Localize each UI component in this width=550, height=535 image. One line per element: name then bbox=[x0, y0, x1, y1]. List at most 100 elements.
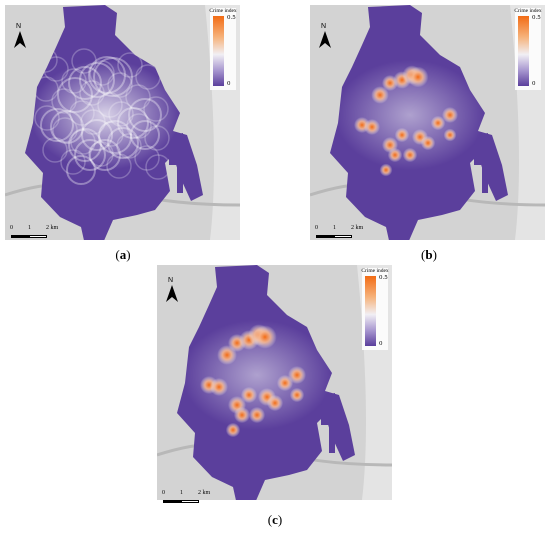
hotspot bbox=[394, 127, 410, 143]
legend-min-c: 0 bbox=[379, 341, 383, 347]
caption-a: (a) bbox=[115, 247, 131, 262]
scale-tick-0: 0 bbox=[315, 225, 318, 231]
hotspot bbox=[266, 394, 284, 412]
hotspot-ring bbox=[107, 127, 139, 159]
hotspot-ring bbox=[74, 139, 106, 171]
hotspot-ring bbox=[117, 107, 149, 139]
hotspot-ring bbox=[98, 121, 124, 147]
map-canvas-c bbox=[157, 265, 392, 500]
density-glow bbox=[182, 320, 332, 430]
hotspot-ring bbox=[61, 68, 87, 94]
hotspot bbox=[371, 86, 389, 104]
hotspot-ring bbox=[128, 98, 162, 132]
hotspot-ring bbox=[68, 66, 102, 100]
density-glow bbox=[335, 60, 485, 170]
hotspot bbox=[225, 422, 241, 438]
port-area bbox=[169, 133, 191, 193]
hotspot-ring bbox=[89, 60, 115, 86]
scale-tick-1: 1 bbox=[28, 225, 31, 231]
hotspot bbox=[442, 107, 458, 123]
scale-segment-dark bbox=[316, 235, 334, 238]
hotspot-ring bbox=[106, 153, 132, 179]
legend-c: Crime index 0.5 0 bbox=[361, 268, 389, 350]
legend-title-c: Crime index bbox=[361, 268, 389, 274]
hotspot-ring bbox=[42, 137, 68, 163]
caption-letter-a: a bbox=[119, 247, 127, 262]
hotspot bbox=[407, 66, 429, 88]
port-area bbox=[474, 133, 496, 193]
legend-colorbar-b bbox=[518, 16, 529, 86]
hotspot-ring bbox=[117, 52, 143, 78]
hotspot-ring bbox=[51, 88, 77, 114]
hotspot-ring bbox=[89, 139, 121, 171]
density-glow bbox=[30, 60, 180, 170]
scale-bar-c: 0 1 2 km bbox=[162, 490, 222, 510]
hotspot-ring bbox=[80, 109, 106, 135]
hotspot-ring bbox=[116, 133, 142, 159]
scale-segment-light bbox=[29, 235, 47, 238]
scale-tick-0: 0 bbox=[10, 225, 13, 231]
legend-colorbar-c bbox=[365, 276, 376, 346]
north-label-b: N bbox=[321, 23, 327, 30]
hotspot-ring bbox=[88, 141, 114, 167]
hotspot bbox=[233, 406, 251, 424]
hotspot-ring bbox=[40, 108, 74, 142]
caption-b: (b) bbox=[421, 247, 437, 262]
north-arrow-icon bbox=[14, 31, 26, 48]
scale-tick-0: 0 bbox=[162, 490, 165, 496]
scale-segment-dark bbox=[163, 500, 181, 503]
north-label-c: N bbox=[168, 277, 174, 284]
north-arrow-b: N bbox=[318, 23, 332, 48]
hotspot-ring bbox=[66, 155, 96, 185]
hotspot-ring bbox=[68, 128, 102, 162]
scale-tick-2: 2 km bbox=[198, 490, 211, 496]
legend-a: Crime index 0.5 0 bbox=[209, 8, 237, 90]
hotspot-ring bbox=[98, 120, 132, 154]
scale-segment-light bbox=[181, 500, 199, 503]
caption-c: (c) bbox=[267, 512, 283, 527]
hotspot-ring bbox=[57, 77, 93, 113]
scale-segment-light bbox=[334, 235, 352, 238]
hotspot-ring bbox=[79, 62, 115, 98]
map-canvas-a bbox=[5, 5, 240, 240]
scale-bar-b: 0 1 2 km bbox=[315, 225, 375, 245]
hotspot-ring bbox=[88, 56, 126, 94]
hotspot bbox=[364, 119, 380, 135]
hotspot-ring bbox=[134, 145, 160, 171]
hotspot-ring bbox=[60, 149, 86, 175]
scale-bar-a: 0 1 2 km bbox=[10, 225, 70, 245]
north-arrow-c: N bbox=[165, 277, 179, 302]
hotspot-ring bbox=[69, 100, 95, 126]
hotspot-ring bbox=[93, 57, 133, 97]
hotspot-ring bbox=[71, 48, 97, 74]
legend-title-a: Crime index bbox=[209, 8, 237, 14]
hotspot-ring bbox=[108, 101, 134, 127]
hotspot bbox=[402, 147, 418, 163]
north-arrow-icon bbox=[166, 285, 178, 302]
map-panel-b: N Crime index 0.5 0 0 1 2 km bbox=[310, 5, 545, 240]
caption-letter-b: b bbox=[425, 247, 433, 262]
legend-max-a: 0.5 bbox=[227, 15, 236, 21]
hotspot bbox=[420, 135, 436, 151]
legend-min-a: 0 bbox=[227, 81, 231, 87]
hotspot bbox=[240, 386, 258, 404]
scale-segment-dark bbox=[11, 235, 29, 238]
hotspot bbox=[387, 147, 403, 163]
hotspot bbox=[379, 163, 393, 177]
scale-tick-1: 1 bbox=[180, 490, 183, 496]
hotspot-ring bbox=[144, 125, 170, 151]
map-canvas-b bbox=[310, 5, 545, 240]
hotspot-ring bbox=[52, 117, 78, 143]
legend-b: Crime index 0.5 0 bbox=[514, 8, 542, 90]
hotspot bbox=[443, 128, 457, 142]
hotspot bbox=[253, 325, 277, 349]
legend-colorbar-a bbox=[213, 16, 224, 86]
map-panel-c: N Crime index 0.5 0 0 1 2 km bbox=[157, 265, 392, 503]
hotspot-ring bbox=[50, 110, 84, 144]
hotspot-ring bbox=[126, 113, 152, 139]
legend-max-b: 0.5 bbox=[532, 15, 541, 21]
north-arrow-icon bbox=[319, 31, 331, 48]
hotspot-ring bbox=[97, 92, 123, 118]
caption-letter-c: c bbox=[272, 512, 278, 527]
scale-tick-1: 1 bbox=[333, 225, 336, 231]
